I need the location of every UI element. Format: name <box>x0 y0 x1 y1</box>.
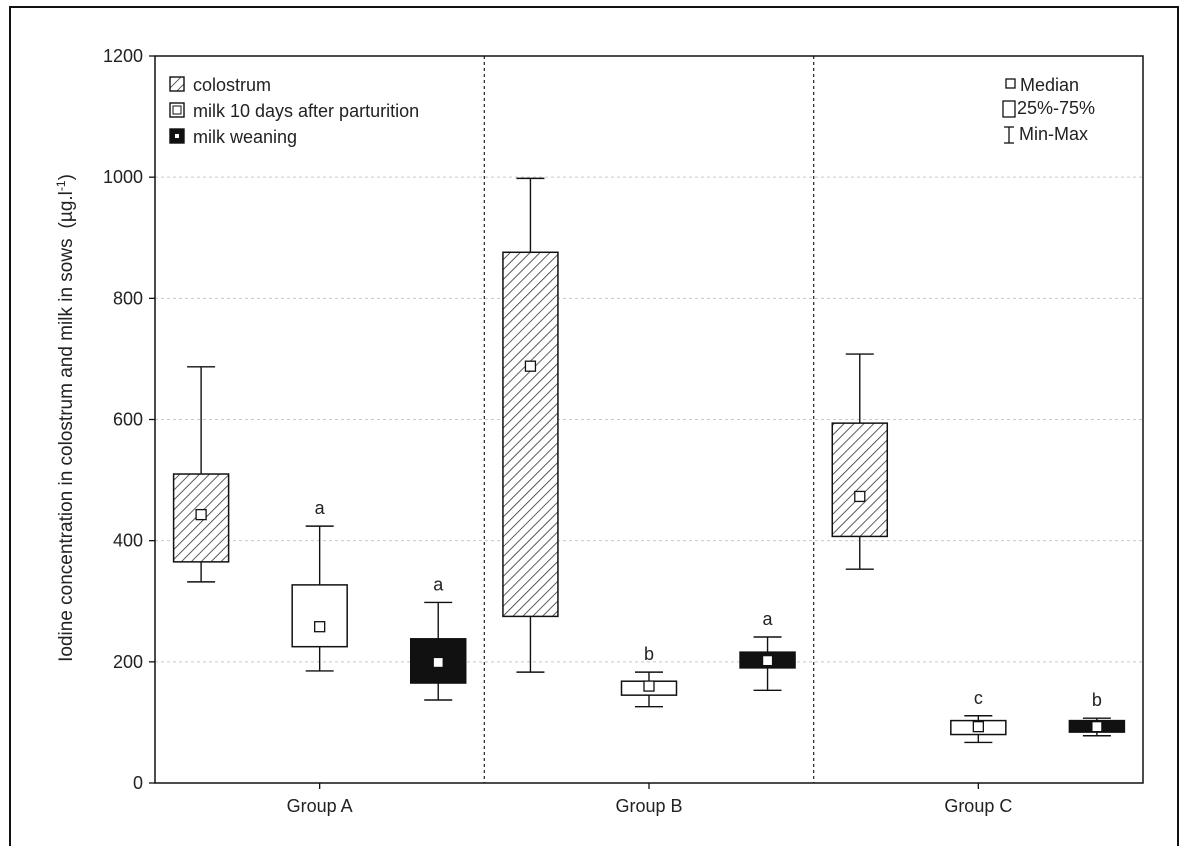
median-marker <box>854 490 866 503</box>
median-marker-icon <box>1005 78 1016 89</box>
stats-legend: Median 25%-75% Min-Max <box>1002 75 1095 144</box>
median-marker <box>972 721 984 733</box>
median-marker <box>432 656 444 669</box>
box-1-2: a <box>291 498 348 672</box>
y-tick-label: 800 <box>113 288 143 308</box>
median-marker <box>643 680 655 692</box>
quartile-box <box>291 584 348 648</box>
box-2-3: a <box>739 609 796 692</box>
whisker-icon <box>1004 126 1014 144</box>
legend-label-milk-weaning: milk weaning <box>193 127 297 147</box>
median-marker <box>761 654 774 667</box>
significance-label: b <box>1092 690 1102 710</box>
y-axis-unit-close: ) <box>56 174 77 180</box>
box-1-3: a <box>409 574 467 701</box>
legend-item-colostrum: colostrum <box>169 75 271 95</box>
legend-label-min-max: Min-Max <box>1019 124 1088 144</box>
legend-label-median: Median <box>1020 75 1079 95</box>
box-3-2: c <box>950 688 1007 744</box>
box-3-1 <box>831 353 889 570</box>
box-1-1 <box>172 366 230 583</box>
y-axis-label: Iodine concentration in colostrum and mi… <box>54 174 77 662</box>
quartile-box <box>502 251 559 618</box>
y-tick-label: 600 <box>113 410 143 430</box>
group-dividers <box>483 56 815 783</box>
legend-item-milk-10-days: milk 10 days after parturition <box>169 101 419 121</box>
y-axis-ticks: 0 200 400 600 800 1000 1200 <box>103 46 155 793</box>
median-marker <box>1091 721 1103 733</box>
y-tick-label: 0 <box>133 773 143 793</box>
box-2-2: b <box>620 644 678 708</box>
legend-label-colostrum: colostrum <box>193 75 271 95</box>
box-2-1 <box>502 177 559 673</box>
significance-label: a <box>433 574 444 594</box>
legend-label-quartiles: 25%-75% <box>1017 98 1095 118</box>
legend-label-milk-10-days: milk 10 days after parturition <box>193 101 419 121</box>
x-tick-label: Group A <box>287 796 353 816</box>
quartile-box-icon <box>1002 100 1016 118</box>
median-marker <box>524 360 537 372</box>
significance-label: a <box>763 609 774 629</box>
x-tick-label: Group C <box>944 796 1012 816</box>
legend-item-milk-weaning: milk weaning <box>169 127 297 147</box>
y-tick-label: 400 <box>113 531 143 551</box>
legend-swatch-colostrum <box>169 76 185 92</box>
series-legend: colostrum milk 10 days after parturition… <box>169 75 419 147</box>
median-marker <box>314 621 326 633</box>
significance-label: a <box>315 498 326 518</box>
box-series: a a b a c b <box>172 177 1126 744</box>
box-3-3: b <box>1068 690 1126 737</box>
quartile-box <box>831 422 889 538</box>
y-tick-label: 200 <box>113 652 143 672</box>
y-axis-unit-sup: -1 <box>54 180 68 191</box>
legend-item-median: Median <box>1005 75 1079 95</box>
y-axis-unit: (µg.l <box>56 191 77 228</box>
y-tick-label: 1200 <box>103 46 143 66</box>
x-tick-label: Group B <box>615 796 682 816</box>
significance-label: b <box>644 644 654 664</box>
significance-label: c <box>974 688 983 708</box>
x-axis-labels: Group A Group B Group C <box>287 783 1012 816</box>
y-axis-title: Iodine concentration in colostrum and mi… <box>56 238 77 661</box>
legend-item-min-max: Min-Max <box>1004 124 1088 144</box>
y-tick-label: 1000 <box>103 167 143 187</box>
median-marker <box>195 508 207 521</box>
figure-frame <box>9 6 1179 846</box>
legend-item-quartiles: 25%-75% <box>1002 98 1095 118</box>
legend-swatch-milk-10-days <box>169 102 185 118</box>
